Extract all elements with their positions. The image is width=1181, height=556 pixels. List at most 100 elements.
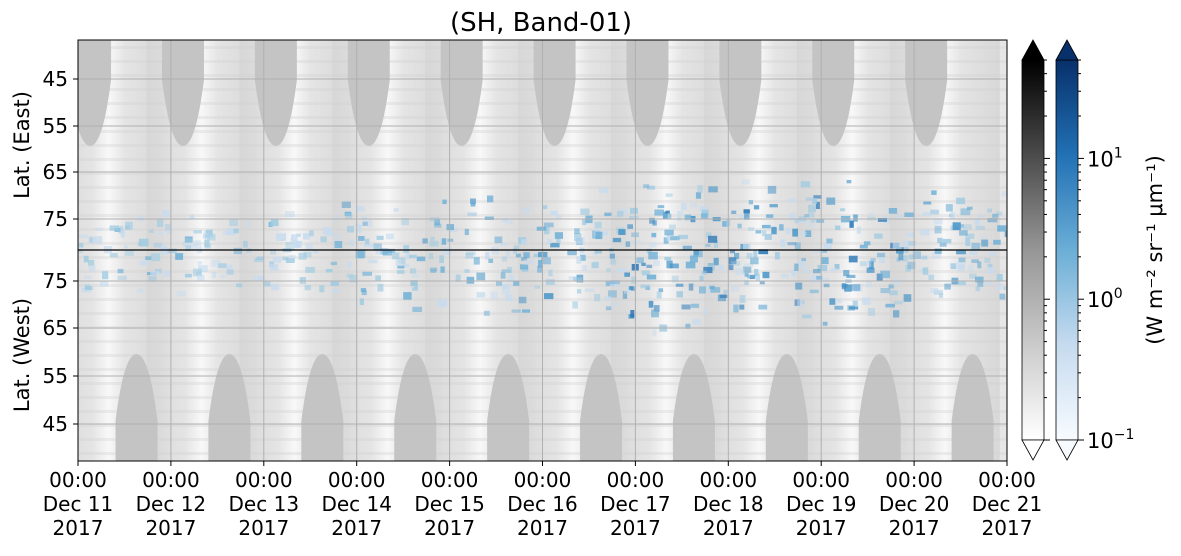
aurora-cell: [403, 292, 412, 300]
x-tick-label-line: Dec 13: [229, 492, 300, 516]
aurora-cell: [856, 226, 861, 234]
x-tick-label-line: Dec 20: [879, 492, 950, 516]
aurora-cell: [568, 276, 574, 280]
aurora-cell: [969, 273, 977, 279]
aurora-cell: [293, 240, 302, 248]
aurora-cell: [743, 243, 751, 251]
aurora-cell: [156, 219, 164, 227]
aurora-cell: [511, 309, 521, 313]
aurora-cell: [685, 323, 691, 329]
aurora-cell: [148, 276, 157, 282]
aurora-cell: [942, 238, 952, 244]
nodata-gap-east: [347, 40, 390, 146]
aurora-cell: [609, 253, 615, 259]
colorbar-blue: [1055, 39, 1079, 461]
aurora-cell: [920, 229, 930, 236]
aurora-cell: [594, 294, 601, 302]
aurora-cell: [699, 275, 704, 281]
aurora-cell: [750, 257, 759, 265]
aurora-cell: [697, 185, 703, 193]
nodata-gap-west: [580, 354, 623, 461]
aurora-cell: [654, 209, 664, 216]
aurora-cell: [959, 224, 964, 228]
aurora-cell: [651, 309, 659, 318]
x-tick-label: 00:00 Dec 21 2017: [972, 468, 1043, 540]
aurora-cell: [981, 239, 989, 247]
x-tick-label-line: 2017: [982, 516, 1033, 540]
nodata-gap-east: [905, 40, 948, 146]
aurora-cell: [691, 283, 696, 287]
aurora-cell: [656, 291, 662, 299]
x-tick-label-line: 2017: [796, 516, 847, 540]
aurora-cell: [582, 219, 587, 226]
aurora-cell: [834, 305, 844, 310]
x-tick-label-line: 2017: [703, 516, 754, 540]
aurora-cell: [975, 276, 984, 283]
x-tick-label-line: 00:00: [49, 468, 107, 492]
aurora-cell: [703, 266, 713, 274]
aurora-cell: [866, 267, 875, 273]
aurora-cell: [902, 255, 908, 262]
aurora-cell: [802, 314, 812, 319]
aurora-cell: [521, 239, 527, 245]
y-tick-label-west: 55: [43, 364, 68, 388]
aurora-cell: [572, 301, 578, 309]
aurora-cell: [320, 236, 327, 243]
aurora-cell: [898, 252, 904, 261]
aurora-cell: [813, 249, 823, 254]
aurora-cell: [550, 242, 560, 248]
aurora-cell: [537, 265, 543, 273]
aurora-cell: [524, 259, 534, 265]
aurora-cell: [889, 290, 898, 296]
x-tick-label-line: 00:00: [235, 468, 293, 492]
x-tick-label-line: Dec 21: [972, 492, 1043, 516]
y-tick-label-east: 55: [43, 114, 68, 138]
aurora-cell: [246, 220, 252, 229]
y-tick-label-west: 75: [43, 269, 68, 293]
aurora-cell: [812, 198, 818, 204]
aurora-cell: [728, 257, 737, 265]
aurora-cell: [513, 281, 520, 286]
aurora-cell: [794, 219, 799, 224]
aurora-cell: [124, 245, 129, 249]
aurora-cell: [184, 273, 192, 278]
x-tick-label-line: 2017: [238, 516, 289, 540]
aurora-cell: [996, 211, 1003, 216]
nodata-gap-west: [672, 354, 715, 461]
nodata-gap-east: [254, 40, 297, 146]
aurora-cell: [969, 250, 978, 256]
aurora-cell: [496, 281, 503, 286]
aurora-cell: [118, 225, 124, 234]
aurora-cell: [543, 205, 548, 210]
aurora-cell: [805, 230, 812, 237]
aurora-cell: [932, 252, 941, 259]
aurora-cell: [330, 281, 339, 286]
colorbar-tick-label: 101: [1087, 145, 1123, 171]
aurora-cell: [981, 235, 987, 241]
aurora-cell: [291, 234, 298, 242]
aurora-cell: [975, 286, 981, 292]
aurora-cell: [771, 226, 777, 235]
aurora-cell: [99, 280, 109, 287]
aurora-cell: [243, 240, 248, 248]
aurora-cell: [869, 261, 874, 269]
aurora-cell: [912, 251, 921, 259]
aurora-cell: [349, 239, 354, 247]
aurora-cell: [684, 214, 692, 221]
aurora-cell: [534, 285, 541, 289]
aurora-cell: [550, 210, 558, 216]
aurora-cell: [205, 229, 213, 238]
aurora-cell: [766, 214, 774, 218]
aurora-cell: [211, 259, 221, 267]
aurora-cell: [270, 249, 277, 255]
aurora-cell: [646, 264, 653, 268]
nodata-gap-east: [78, 40, 112, 146]
aurora-cell: [254, 258, 263, 263]
aurora-cell: [975, 225, 985, 230]
aurora-cell: [823, 283, 830, 288]
aurora-cell: [780, 273, 789, 279]
aurora-cell: [470, 198, 476, 204]
x-tick-label-line: 00:00: [142, 468, 200, 492]
aurora-cell: [476, 292, 486, 298]
aurora-cell: [808, 211, 815, 218]
